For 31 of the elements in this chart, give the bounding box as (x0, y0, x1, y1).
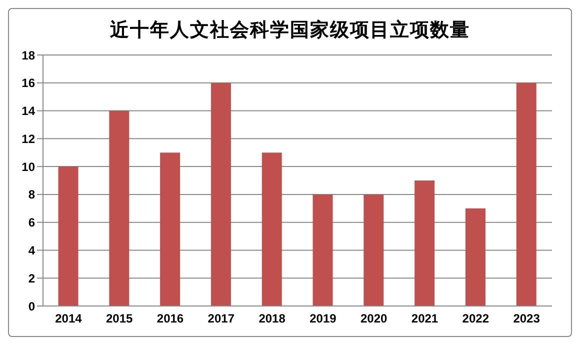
y-tick-label: 2 (28, 271, 36, 286)
y-tick-label: 6 (28, 216, 36, 230)
y-tick-label: 10 (22, 160, 36, 174)
y-tick-label: 4 (28, 243, 36, 258)
bar (160, 152, 180, 306)
x-tick-label: 2022 (462, 312, 490, 326)
bar (414, 180, 435, 306)
x-tick-label: 2020 (360, 312, 388, 326)
bar (58, 166, 78, 306)
bar (364, 194, 384, 306)
y-tick-label: 18 (22, 48, 36, 62)
bar (312, 194, 333, 306)
x-tick-label: 2018 (258, 312, 286, 326)
y-tick-label: 0 (28, 299, 36, 314)
y-tick-label: 12 (22, 132, 36, 146)
x-tick-label: 2016 (156, 312, 184, 326)
x-tick-label: 2023 (513, 312, 540, 326)
y-tick-label: 14 (22, 104, 36, 118)
bar (262, 152, 282, 306)
x-tick-label: 2014 (55, 312, 82, 326)
y-tick-label: 8 (28, 188, 36, 202)
x-tick-label: 2015 (106, 312, 134, 326)
bar (109, 110, 130, 306)
y-tick-label: 16 (22, 76, 36, 90)
x-tick-label: 2017 (208, 312, 235, 326)
bar (210, 82, 231, 306)
chart-title: 近十年人文社会科学国家级项目立项数量 (109, 18, 471, 43)
x-tick-label: 2021 (411, 312, 438, 326)
bar (516, 82, 536, 306)
bar (465, 208, 486, 306)
x-tick-label: 2019 (310, 312, 337, 326)
